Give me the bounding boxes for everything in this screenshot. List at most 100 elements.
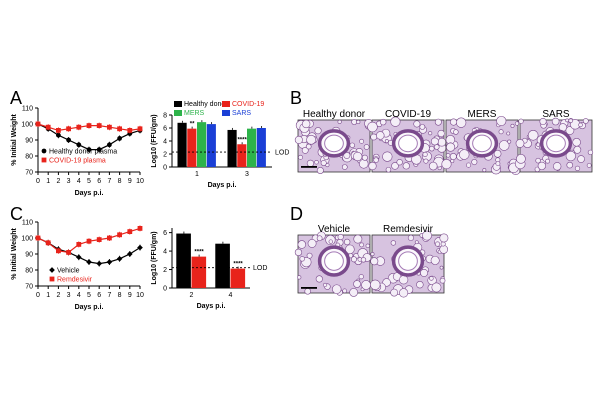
alveolus — [370, 252, 375, 257]
alveolus — [574, 165, 581, 171]
x-tick-label: 0 — [36, 292, 40, 299]
alveolus — [572, 138, 581, 147]
histology-image — [294, 118, 375, 174]
significance-label: **** — [194, 250, 204, 256]
alveolus — [516, 153, 526, 164]
y-tick-label: 90 — [25, 138, 33, 145]
alveolus — [422, 230, 432, 241]
x-axis-label: Days p.i. — [75, 304, 104, 311]
alveolus — [423, 158, 429, 164]
alveolus — [537, 161, 546, 171]
alveolus — [413, 120, 421, 128]
data-point — [107, 142, 112, 148]
histology-image — [294, 231, 372, 297]
data-point — [117, 232, 122, 238]
alveolus — [414, 240, 419, 245]
y-tick-label: 70 — [25, 284, 33, 291]
bar — [227, 129, 237, 167]
x-tick-label: 1 — [46, 292, 50, 299]
legend-marker — [49, 267, 55, 273]
significance-label: **** — [237, 137, 247, 143]
alveolus — [361, 280, 371, 290]
alveolus — [342, 288, 347, 294]
bronchiole-lumen — [324, 251, 344, 271]
legend-label: MERS — [184, 110, 205, 117]
alveolus — [456, 117, 467, 128]
alveolus — [306, 134, 317, 145]
data-point — [35, 235, 41, 241]
alveolus — [498, 140, 510, 151]
y-tick-label: 100 — [21, 122, 33, 129]
x-tick-label: 8 — [118, 178, 122, 185]
alveolus — [440, 241, 446, 247]
alveolus — [353, 280, 361, 288]
panel-letter-d: D — [290, 204, 303, 224]
alveolus — [331, 284, 342, 294]
y-tick-label: 70 — [25, 170, 33, 177]
alveolus — [316, 167, 324, 174]
x-tick-label: 0 — [36, 178, 40, 185]
alveolus — [365, 243, 370, 248]
alveolus — [350, 256, 357, 263]
alveolus — [551, 117, 560, 126]
bar — [230, 268, 246, 288]
alveolus — [320, 159, 327, 166]
x-tick-label: 10 — [136, 178, 144, 185]
data-point — [107, 235, 112, 241]
alveolus — [316, 235, 323, 242]
data-point — [96, 147, 102, 153]
lod-label: LOD — [275, 150, 289, 157]
alveolus — [434, 118, 442, 126]
y-tick-label: 80 — [25, 268, 33, 275]
alveolus — [349, 142, 355, 148]
alveolus — [402, 162, 410, 170]
alveolus — [498, 129, 504, 135]
alveolus — [553, 162, 562, 171]
alveolus — [391, 162, 399, 170]
alveolus — [305, 143, 312, 150]
titer-chart-a: 0 2 4 6 8 1 ** 3 **** LOD Days p.i. Log10 (FFU/gm) H… — [151, 101, 289, 189]
alveolus — [431, 282, 442, 293]
alveolus — [582, 118, 589, 124]
legend-swatch — [174, 110, 182, 116]
alveolus — [390, 240, 397, 246]
bar — [176, 233, 191, 288]
alveolus — [587, 149, 594, 156]
alveolus — [322, 282, 328, 288]
alveolus — [390, 116, 401, 127]
y-tick-label: 90 — [25, 252, 33, 259]
data-point — [66, 137, 71, 143]
histology-image — [367, 116, 447, 173]
scale-bar — [301, 287, 317, 289]
alveolus — [379, 118, 387, 126]
data-point — [56, 128, 61, 133]
bronchiole-lumen — [546, 134, 566, 153]
scale-bar — [301, 166, 317, 168]
alveolus — [304, 288, 311, 295]
alveolus — [356, 119, 361, 124]
y-tick-label: 2 — [163, 267, 167, 274]
x-tick-label: 9 — [128, 292, 132, 299]
y-tick-label: 8 — [163, 113, 167, 120]
x-tick-label: 6 — [97, 178, 101, 185]
data-point — [45, 124, 51, 130]
alveolus — [376, 131, 385, 140]
alveolus — [337, 233, 344, 241]
x-tick-label: 6 — [97, 292, 101, 299]
legend-swatch — [222, 110, 230, 116]
alveolus — [337, 119, 342, 124]
bar — [187, 128, 197, 167]
histology-label: Remdesivir — [383, 224, 434, 235]
alveolus — [446, 142, 456, 152]
alveolus — [363, 144, 370, 150]
alveolus — [445, 153, 451, 158]
alveolus — [518, 118, 524, 124]
y-tick-label: 2 — [163, 152, 167, 159]
alveolus — [428, 161, 438, 171]
alveolus — [515, 139, 525, 148]
alveolus — [307, 239, 317, 248]
alveolus — [301, 119, 311, 129]
data-point — [117, 126, 122, 132]
legend-label: COVID-19 — [232, 101, 264, 108]
lod-label: LOD — [253, 265, 267, 272]
